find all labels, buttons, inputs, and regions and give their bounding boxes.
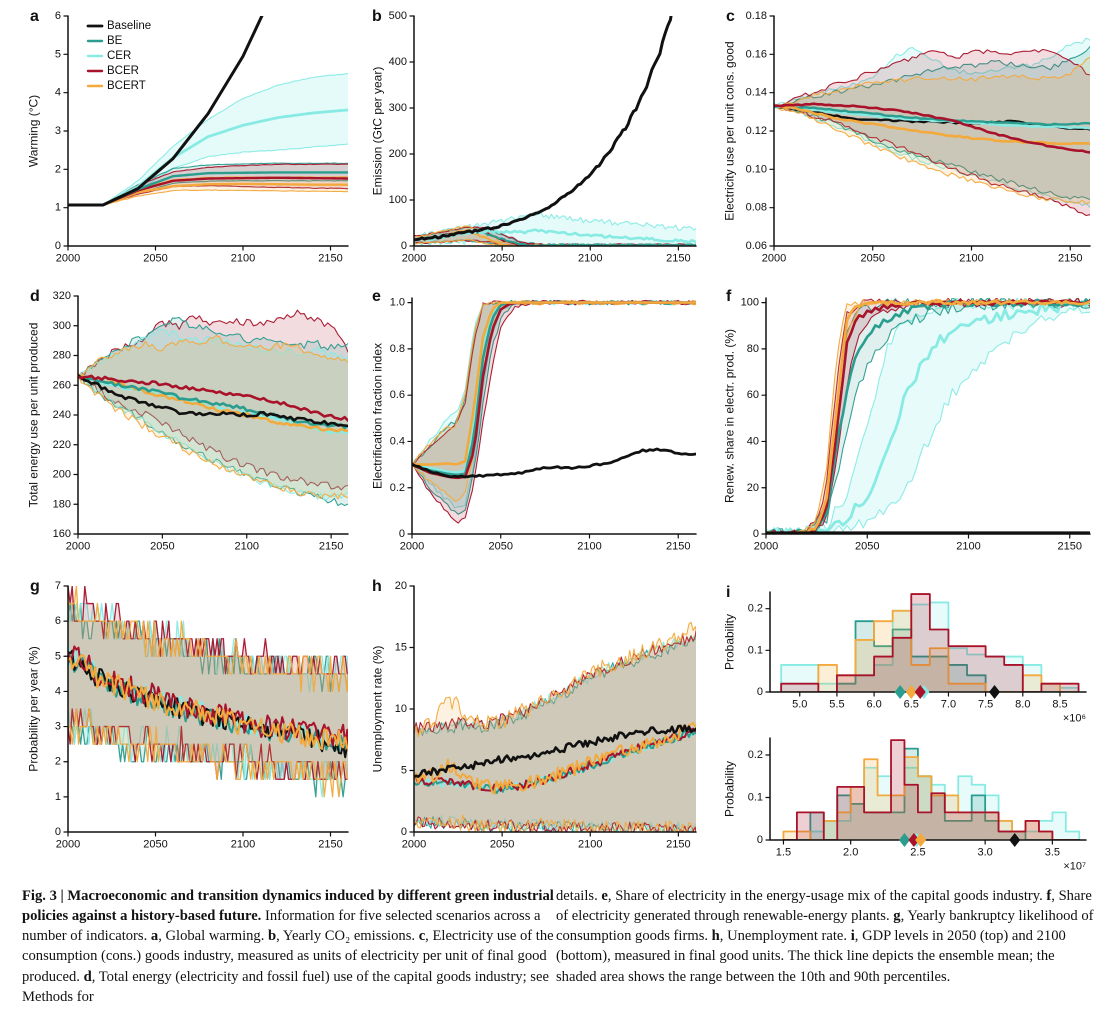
panel-i-gdp-2100-histogram xyxy=(718,726,1100,874)
caption-segment: , Yearly CO₂ emissions. xyxy=(276,928,419,945)
caption-segment: Fig. 3 | Macroeconomic and transition dy… xyxy=(22,888,554,925)
caption-segment: h xyxy=(711,928,720,945)
caption-segment: g xyxy=(893,908,901,925)
caption-segment: i xyxy=(850,928,855,945)
caption-segment: f xyxy=(1046,888,1052,904)
panel-i-gdp-2050-histogram xyxy=(718,584,1100,722)
panel-e-electrification-chart xyxy=(366,286,706,562)
panel-h-unemployment-chart xyxy=(366,576,706,860)
caption-segment: d xyxy=(83,968,92,985)
panel-f-renewable-share-chart xyxy=(718,286,1100,562)
caption-segment: , Yearly bankruptcy likelihood of consum… xyxy=(556,908,1094,945)
caption-segment: details. xyxy=(556,888,602,904)
caption-segment: c xyxy=(418,928,426,945)
caption-column-left: Fig. 3 | Macroeconomic and transition dy… xyxy=(22,886,554,1007)
caption-segment: , Share of electricity generated through… xyxy=(556,888,1092,925)
panel-b-emission-chart xyxy=(366,6,706,274)
caption-column-right: details. e, Share of electricity in the … xyxy=(556,886,1096,987)
caption-segment: , Share of electricity in the energy-usa… xyxy=(607,888,1047,904)
caption-segment: Information for five selected scenarios … xyxy=(22,908,541,945)
caption-segment: e xyxy=(601,888,608,904)
caption-segment: , Unemployment rate. xyxy=(719,928,851,945)
caption-segment: , GDP levels in 2050 (top) and 2100 (bot… xyxy=(556,928,1066,985)
caption-segment: , Electricity use of the consumption (co… xyxy=(22,928,554,985)
panel-a-warming-chart xyxy=(22,6,358,274)
panel-g-bankruptcy-chart xyxy=(22,576,358,860)
caption-segment: a xyxy=(150,928,159,945)
panel-d-total-energy-chart xyxy=(22,286,358,562)
caption-segment: , Global warming. xyxy=(158,928,269,945)
panel-c-electricity-use-chart xyxy=(718,6,1100,274)
caption-segment: b xyxy=(268,928,277,945)
caption-segment: , Total energy (electricity and fossil f… xyxy=(22,968,549,1005)
